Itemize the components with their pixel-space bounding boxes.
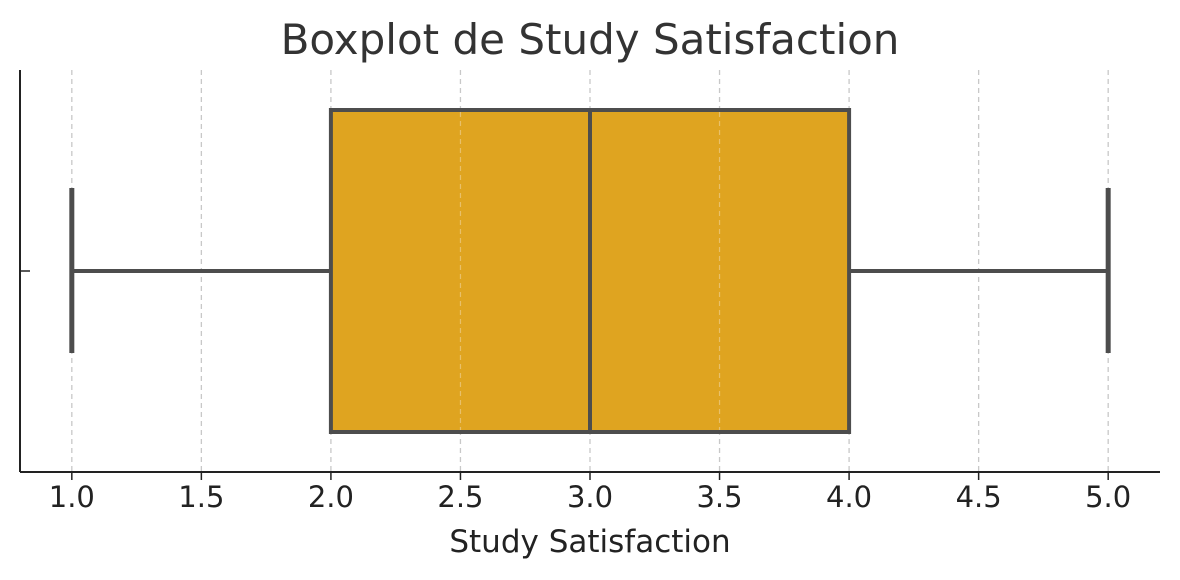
x-tick-label: 5.0 — [1085, 480, 1131, 514]
x-tick-label: 4.5 — [956, 480, 1002, 514]
x-tick-label: 1.5 — [178, 480, 224, 514]
x-tick-label: 4.0 — [826, 480, 872, 514]
box-plot — [69, 108, 1111, 434]
x-tick-label: 2.5 — [437, 480, 483, 514]
x-tick-label: 3.0 — [567, 480, 613, 514]
x-tick-label: 2.0 — [308, 480, 354, 514]
x-axis-label: Study Satisfaction — [449, 524, 730, 560]
chart-title: Boxplot de Study Satisfaction — [281, 15, 900, 64]
x-ticks: 1.0 1.5 2.0 2.5 3.0 3.5 4.0 4.5 5.0 — [49, 472, 1131, 514]
x-tick-label: 3.5 — [696, 480, 742, 514]
x-tick-label: 1.0 — [49, 480, 95, 514]
